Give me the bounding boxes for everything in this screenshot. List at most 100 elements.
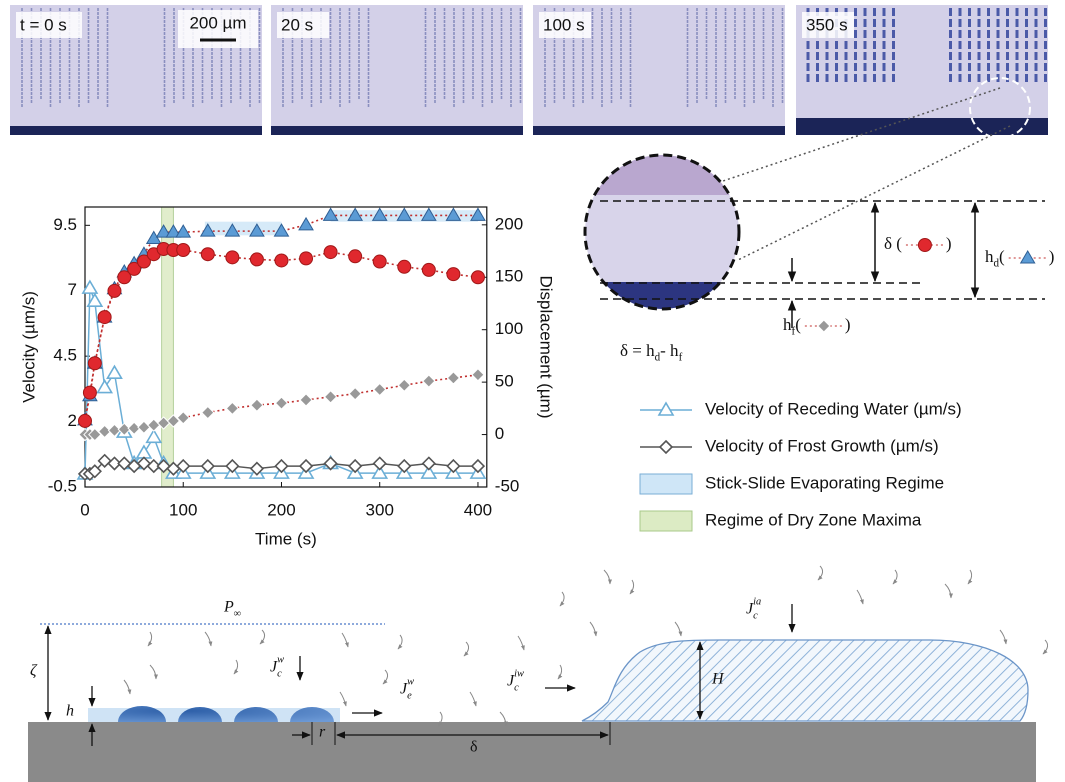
flux-arrow (124, 680, 130, 694)
marker (659, 403, 673, 415)
x-axis-title: Time (s) (255, 529, 317, 548)
marker (147, 430, 161, 442)
marker (98, 311, 111, 324)
flux-arrow (150, 665, 156, 679)
label-part: ( (999, 247, 1005, 266)
y2-tick-label: 0 (495, 424, 504, 443)
marker (107, 366, 121, 378)
y2-axis-title: Displacement (µm) (537, 276, 556, 419)
flux-arrow (968, 570, 972, 584)
marker (226, 460, 238, 472)
marker (202, 460, 214, 472)
label-part: ∞ (234, 608, 241, 619)
flux-arrow (857, 590, 863, 604)
label-part: c (514, 682, 519, 693)
marker (349, 388, 361, 400)
flux-arrow (234, 660, 238, 674)
marker (660, 441, 672, 453)
flux-arrow (260, 630, 265, 644)
marker (201, 248, 214, 261)
label-part: δ ( (884, 234, 902, 253)
marker (202, 407, 214, 419)
flux-arrow (342, 633, 348, 647)
marker (251, 399, 263, 411)
flux-arrow (148, 632, 152, 646)
flux-arrow (675, 622, 681, 636)
legend-swatch (640, 474, 692, 494)
y2-tick-label: -50 (495, 476, 520, 495)
flux-arrow (398, 635, 402, 649)
x-tick-label: 400 (464, 500, 492, 519)
x-tick-label: 300 (366, 500, 394, 519)
marker (300, 252, 313, 265)
label-part: h (66, 703, 74, 720)
y2-tick-label: 150 (495, 267, 523, 286)
panel-label: 100 s (543, 15, 585, 34)
marker (471, 271, 484, 284)
marker (299, 218, 313, 230)
flux-arrow (945, 584, 951, 598)
marker (226, 251, 239, 264)
marker (275, 254, 288, 267)
flux-arrow (604, 570, 610, 584)
label-part: δ (470, 739, 478, 756)
marker (373, 255, 386, 268)
flux-arrow (818, 566, 823, 580)
label-part: w (407, 676, 414, 687)
marker (818, 320, 830, 332)
marker (137, 446, 151, 458)
flux-arrow (518, 636, 524, 650)
label-part: - h (660, 341, 679, 360)
marker (374, 383, 386, 395)
marker (472, 369, 484, 381)
x-tick-label: 100 (169, 500, 197, 519)
marker (275, 460, 287, 472)
flux-arrow (558, 665, 562, 679)
y2-tick-label: 200 (495, 214, 523, 233)
y-tick-label: 7 (68, 280, 77, 299)
scale-bar-label: 200 µm (189, 13, 246, 32)
flux-arrow (464, 642, 469, 656)
label-part: e (407, 690, 412, 701)
substrate-edge (271, 126, 523, 135)
label-part: r (319, 724, 326, 741)
marker (422, 263, 435, 276)
marker (1021, 251, 1035, 263)
marker (349, 250, 362, 263)
marker (177, 460, 189, 472)
legend-swatch (640, 511, 692, 531)
label-part: H (711, 671, 725, 688)
marker (324, 246, 337, 259)
label-part: c (277, 668, 282, 679)
marker (472, 460, 484, 472)
flux-arrow (383, 670, 388, 684)
flux-arrow (205, 632, 211, 646)
marker (128, 460, 140, 472)
marker (447, 460, 459, 472)
flux-arrow (470, 692, 476, 706)
marker (398, 460, 410, 472)
label-part: ( (795, 315, 801, 334)
substrate-edge (533, 126, 785, 135)
flux-arrow (590, 622, 596, 636)
marker (423, 375, 435, 387)
x-tick-label: 0 (80, 500, 89, 519)
marker (148, 419, 160, 431)
label-part: ζ (30, 663, 38, 680)
figure: t = 0 s20 s100 s350 s200 µm δ ()hd ()hf … (0, 0, 1065, 782)
label-part: P (223, 599, 234, 616)
marker (79, 414, 92, 427)
label-part: ) (1049, 247, 1055, 266)
flux-arrow (893, 570, 897, 584)
marker (108, 284, 121, 297)
marker (250, 253, 263, 266)
y-tick-label: 9.5 (53, 215, 77, 234)
marker (918, 239, 931, 252)
label-part: c (753, 610, 758, 621)
panel-label: 350 s (806, 15, 848, 34)
label-part: ) (845, 315, 851, 334)
marker (398, 379, 410, 391)
label-part: f (679, 352, 683, 364)
